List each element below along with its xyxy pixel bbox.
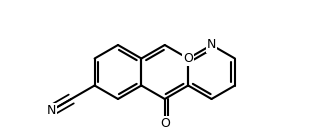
Text: O: O (183, 52, 193, 65)
Text: N: N (47, 104, 56, 117)
Text: N: N (207, 39, 216, 51)
Text: O: O (160, 117, 170, 130)
